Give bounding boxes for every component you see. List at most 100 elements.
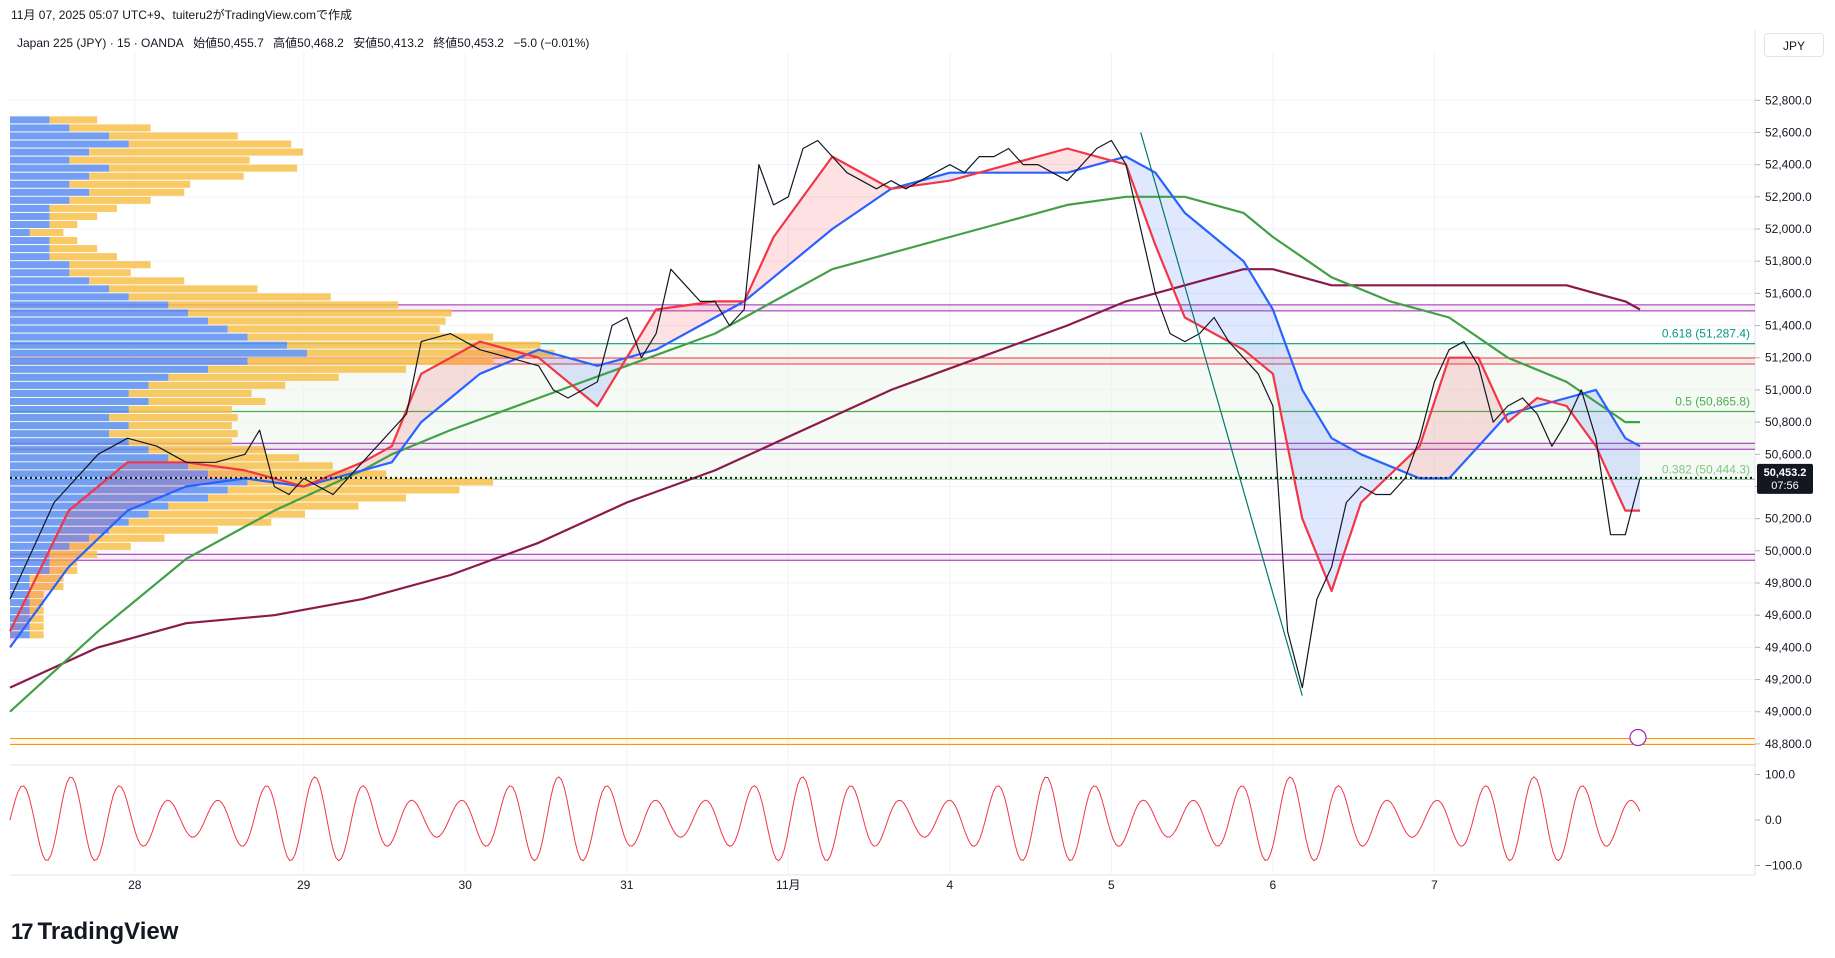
y-tick-label: 49,400.0	[1765, 640, 1812, 654]
volume-profile-up-bar	[10, 478, 248, 486]
x-tick-label: 31	[620, 878, 634, 892]
open-value: 始値50,455.7	[193, 36, 264, 50]
volume-profile-up-bar	[10, 148, 90, 156]
tradingview-mark-icon: 17	[11, 919, 34, 944]
ma-cloud-segment	[1089, 154, 1097, 167]
volume-profile-down-bar	[128, 293, 331, 301]
volume-profile-down-bar	[69, 542, 131, 550]
volume-profile-up-bar	[10, 164, 109, 172]
volume-profile-down-bar	[128, 406, 232, 414]
ma-cloud-segment	[24, 586, 33, 628]
volume-profile-down-bar	[227, 486, 460, 494]
ma-cloud-segment	[1368, 457, 1376, 496]
ma-cloud-segment	[1595, 389, 1604, 463]
y-tick-label: 51,000.0	[1765, 383, 1812, 397]
high-value: 高値50,468.2	[273, 36, 344, 50]
volume-profile-down-bar	[49, 245, 98, 253]
volume-profile-down-bar	[109, 132, 238, 140]
volume-profile-down-bar	[128, 389, 252, 397]
volume-profile-up-bar	[10, 269, 70, 277]
osc-tick-label: 0.0	[1765, 813, 1782, 827]
ma-cloud-segment	[1324, 426, 1332, 592]
volume-profile-down-bar	[29, 583, 64, 591]
volume-profile-up-bar	[10, 430, 109, 438]
volume-profile-down-bar	[109, 526, 218, 534]
volume-profile-up-bar	[10, 397, 149, 405]
level-band	[10, 554, 1755, 561]
volume-profile-down-bar	[49, 558, 78, 566]
ma-cloud-segment	[692, 303, 701, 330]
level-band	[10, 738, 1755, 745]
ma-cloud-segment	[1610, 414, 1618, 495]
ma-cloud-segment	[1331, 438, 1339, 592]
volume-profile-up-bar	[10, 470, 208, 478]
ma-cloud-segment	[193, 463, 201, 486]
volume-profile-down-bar	[69, 124, 151, 132]
ma-cloud-segment	[568, 357, 576, 388]
volume-profile-up-bar	[10, 365, 208, 373]
volume-profile-up-bar	[10, 341, 288, 349]
volume-profile-down-bar	[307, 349, 555, 357]
ma-cloud-segment	[134, 462, 143, 508]
x-tick-label: 29	[297, 878, 311, 892]
series-long-ma	[9, 268, 1641, 689]
level-band	[10, 304, 1755, 311]
volume-profile-up-bar	[10, 462, 189, 470]
volume-profile-down-bar	[247, 357, 494, 365]
y-tick-label: 52,600.0	[1765, 125, 1812, 139]
ma-cloud-segment	[68, 504, 77, 567]
lightning-icon	[1629, 728, 1647, 747]
volume-profile-down-bar	[109, 164, 298, 172]
y-tick-label: 50,000.0	[1765, 544, 1812, 558]
x-tick-label: 11月	[776, 878, 800, 892]
ma-cloud-segment	[847, 164, 855, 219]
ma-cloud-segment	[208, 465, 216, 484]
ma-cloud-segment	[1471, 357, 1479, 455]
ma-cloud-segment	[90, 486, 99, 546]
ma-cloud-segment	[1162, 182, 1171, 282]
volume-profile-down-bar	[227, 325, 440, 333]
y-tick-label: 52,000.0	[1765, 222, 1812, 236]
ma-cloud-segment	[399, 410, 407, 453]
ma-cloud-segment	[1155, 172, 1163, 264]
volume-profile-down-bar	[69, 261, 151, 269]
ma-cloud-segment	[1258, 285, 1266, 368]
symbol-name[interactable]: Japan 225 (JPY) · 15 · OANDA	[17, 36, 184, 50]
volume-profile-up-bar	[10, 349, 307, 357]
volume-profile-up-bar	[10, 357, 248, 365]
ma-cloud-segment	[1228, 249, 1237, 346]
ma-cloud-segment	[854, 168, 862, 214]
ma-cloud-segment	[1625, 438, 1633, 511]
ma-cloud-segment	[839, 160, 848, 224]
volume-profile-down-bar	[49, 220, 78, 228]
ma-cloud-segment	[707, 301, 715, 322]
volume-profile-down-bar	[128, 438, 232, 446]
currency-button[interactable]: JPY	[1764, 33, 1824, 57]
y-tick-label: 51,400.0	[1765, 319, 1812, 333]
volume-profile-down-bar	[188, 462, 333, 470]
volume-profile-down-bar	[49, 116, 98, 124]
ma-cloud-segment	[802, 186, 811, 254]
volume-profile-up-bar	[10, 285, 109, 293]
volume-profile-up-bar	[10, 220, 50, 228]
volume-profile-down-bar	[247, 333, 494, 341]
ma-cloud-segment	[1603, 401, 1611, 479]
volume-profile-up-bar	[10, 172, 90, 180]
ma-cloud-segment	[656, 308, 664, 350]
y-tick-label: 52,400.0	[1765, 158, 1812, 172]
tradingview-logo[interactable]: 17 TradingView	[11, 918, 178, 946]
ma-cloud-segment	[112, 468, 121, 525]
volume-profile-down-bar	[69, 180, 191, 188]
ma-cloud-segment	[810, 176, 818, 248]
volume-profile-up-bar	[10, 317, 208, 325]
ma-cloud-segment	[421, 369, 429, 423]
volume-profile-down-bar	[89, 534, 165, 542]
volume-profile-up-bar	[10, 229, 30, 237]
volume-profile-down-bar	[128, 518, 272, 526]
volume-profile-down-bar	[29, 623, 44, 631]
ma-cloud-segment	[538, 349, 546, 364]
ma-cloud-segment	[487, 343, 495, 371]
x-tick-label: 5	[1108, 878, 1115, 892]
ma-cloud-segment	[1052, 150, 1060, 173]
